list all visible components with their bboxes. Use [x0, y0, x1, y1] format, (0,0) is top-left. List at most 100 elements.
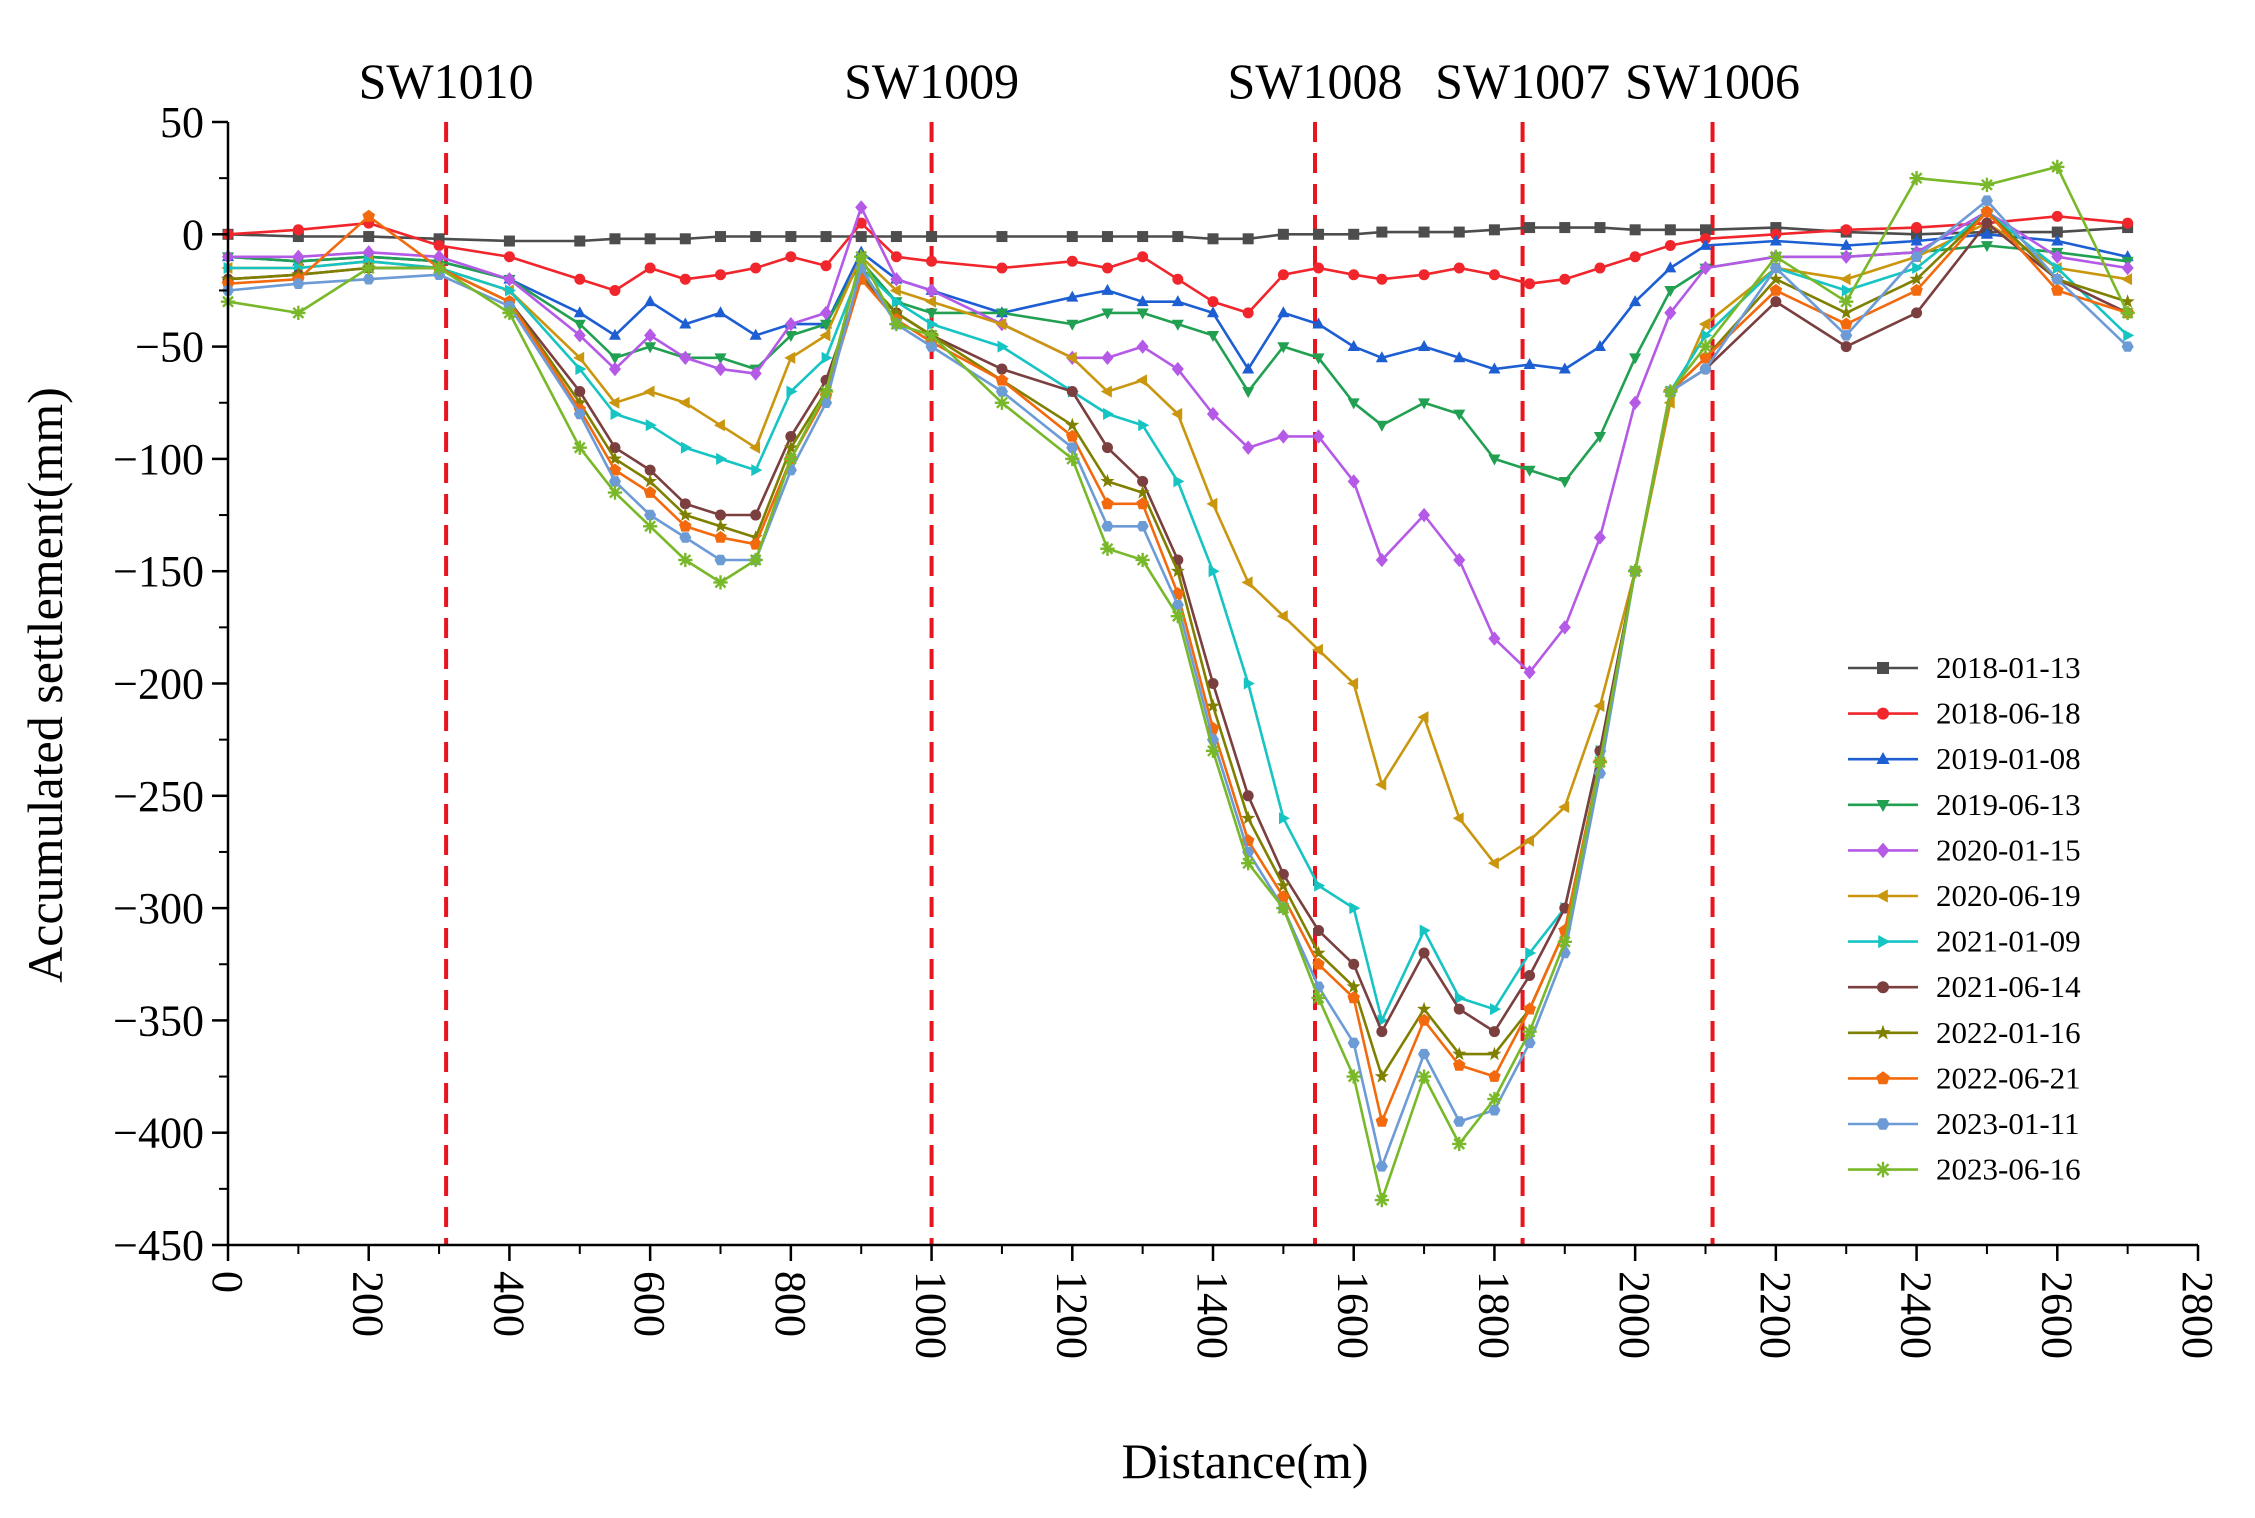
point-2020-01-15-1600	[1347, 474, 1360, 489]
point-2019-01-08-1250	[1101, 283, 1114, 295]
point-2021-06-14-1800	[1488, 1026, 1500, 1038]
point-2021-06-14-700	[715, 509, 726, 521]
point-2021-01-09-850	[821, 351, 833, 364]
point-2020-06-19-950	[889, 284, 901, 297]
point-2021-01-09-550	[610, 407, 622, 421]
point-2022-01-16-1800	[1487, 1046, 1502, 1061]
point-2023-01-11-2300	[1840, 330, 1853, 341]
point-2022-01-16-550	[607, 451, 622, 465]
point-2019-01-08-500	[573, 306, 586, 318]
point-2018-06-18-600	[644, 262, 656, 274]
point-2023-01-11-2600	[2051, 274, 2064, 285]
point-2023-06-16-1750	[1452, 1136, 1467, 1152]
point-2023-06-16-1100	[994, 395, 1010, 410]
point-2021-06-14-500	[574, 386, 586, 398]
point-2020-06-19-500	[573, 351, 585, 364]
point-2022-01-16-800	[783, 440, 798, 454]
x-tick-label: 2600	[2032, 1271, 2081, 1359]
point-2023-06-16-1300	[1135, 552, 1150, 568]
point-2018-06-18-2700	[2122, 217, 2134, 229]
point-2021-01-09-500	[575, 363, 587, 376]
point-2018-01-13-2050	[1664, 224, 1676, 236]
point-2023-06-16-1000	[924, 328, 939, 343]
point-2018-06-18-1850	[1524, 278, 1536, 290]
point-2018-01-13-1300	[1137, 231, 1149, 243]
point-2018-06-18-800	[785, 251, 797, 263]
point-2020-01-15-200	[362, 245, 375, 260]
point-2021-01-09-1550	[1314, 879, 1326, 892]
point-2018-06-18-2200	[1770, 228, 1782, 240]
point-2018-01-13-1850	[1524, 222, 1536, 234]
point-2019-06-13-1600	[1347, 398, 1360, 410]
point-2022-06-21-2600	[2051, 283, 2064, 296]
legend-item-2019-06-13: 2019-06-13	[1848, 787, 2081, 822]
point-2020-01-15-600	[644, 328, 657, 343]
point-2018-01-13-750	[750, 231, 762, 243]
point-2022-01-16-1450	[1241, 810, 1256, 825]
point-2022-06-21-2100	[1699, 351, 1712, 364]
legend-label: 2021-01-09	[1936, 924, 2081, 959]
point-2023-01-11-1750	[1453, 1116, 1466, 1127]
point-2021-01-09-1750	[1454, 991, 1466, 1004]
point-2018-06-18-1500	[1277, 269, 1289, 281]
point-2018-01-13-1200	[1066, 231, 1078, 243]
point-2020-06-19-2100	[1698, 318, 1710, 331]
point-2018-01-13-2100	[1700, 224, 1711, 236]
point-2018-06-18-1900	[1559, 273, 1571, 285]
point-2019-06-13-500	[573, 319, 586, 331]
point-2020-06-19-800	[784, 351, 796, 364]
point-2018-01-13-2400	[1911, 228, 1923, 240]
point-2019-01-08-1300	[1136, 295, 1149, 307]
point-2023-06-16-750	[748, 552, 763, 568]
point-2018-06-18-950	[890, 251, 902, 263]
point-2019-06-13-2000	[1629, 353, 1642, 365]
point-2020-01-15-900	[855, 200, 868, 215]
point-2023-01-11-1850	[1523, 1037, 1536, 1049]
point-2021-06-14-1850	[1524, 969, 1536, 981]
point-2021-01-09-600	[645, 419, 657, 432]
point-2018-06-18-1800	[1488, 269, 1500, 281]
point-2020-06-19-1400	[1206, 497, 1218, 510]
series-2023-06-16	[220, 159, 2135, 1208]
point-2020-01-15-750	[749, 366, 762, 381]
point-2018-06-18-1300	[1137, 251, 1149, 263]
point-2018-01-13-1640	[1376, 226, 1388, 238]
point-2021-01-09-1000	[927, 318, 939, 331]
y-tick-label: −400	[113, 1109, 204, 1158]
point-2019-01-08-2100	[1699, 238, 1712, 250]
point-2022-01-16-2700	[2120, 294, 2135, 308]
point-2018-01-13-900	[855, 231, 867, 243]
point-2020-01-15-700	[714, 361, 727, 377]
point-2019-06-13-2500	[1980, 241, 1993, 253]
point-2018-06-18-500	[574, 273, 586, 285]
point-2023-01-11-2500	[1980, 195, 1993, 206]
point-2021-06-14-1100	[996, 363, 1008, 375]
point-2019-06-13-1850	[1523, 465, 1536, 477]
point-2023-06-16-2100	[1698, 339, 1713, 354]
y-tick-label: −100	[113, 435, 204, 484]
point-2020-06-19-1250	[1100, 385, 1112, 398]
point-2021-01-09-2300	[1841, 284, 1853, 297]
legend-label: 2019-01-08	[1936, 741, 2081, 776]
point-2020-06-19-1100	[995, 318, 1007, 331]
series-line-2018-01-13	[227, 226, 2128, 243]
point-2022-06-21-700	[714, 530, 727, 543]
point-2020-06-19-1600	[1347, 677, 1359, 690]
point-2023-06-16-1900	[1557, 934, 1572, 949]
point-2018-01-13-500	[574, 235, 586, 247]
point-2020-01-15-950	[890, 272, 903, 287]
point-2020-06-19-850	[819, 329, 831, 342]
point-2020-06-19-1800	[1487, 857, 1499, 870]
series-line-2019-06-13	[227, 244, 2128, 483]
well-label-sw1008: SW1008	[1228, 53, 1403, 109]
point-2023-01-11-1000	[925, 341, 938, 352]
point-2021-01-09-2100	[1701, 329, 1713, 342]
point-2022-06-21-1750	[1453, 1058, 1466, 1071]
point-2023-06-16-1700	[1416, 1069, 1432, 1084]
point-2019-01-08-700	[714, 306, 727, 318]
point-2020-01-15-1640	[1375, 552, 1388, 568]
point-2021-01-09-1400	[1208, 565, 1220, 578]
point-2019-01-08-2050	[1664, 261, 1677, 273]
